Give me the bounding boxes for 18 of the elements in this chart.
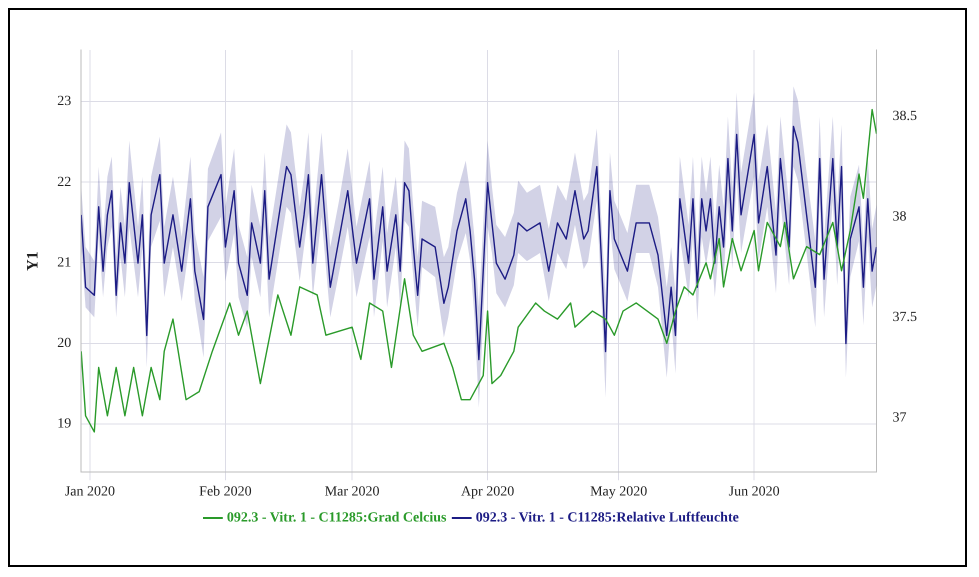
y2-tick-label: 37.5: [892, 310, 917, 326]
legend-label: 092.3 - Vitr. 1 - C11285:Grad Celcius: [226, 510, 448, 526]
y2-tick-label: 38: [892, 210, 906, 225]
x-tick-label: Jan 2020: [64, 484, 116, 500]
y-tick-label: 19: [57, 416, 72, 432]
legend-label: 092.3 - Vitr. 1 - C11285:Relative Luftfeuchte: [476, 510, 739, 526]
y-axis-title: Y1: [24, 251, 42, 271]
y-tick-label: 20: [57, 336, 72, 351]
x-tick-label: May 2020: [590, 484, 648, 500]
x-tick-label: Feb 2020: [199, 484, 252, 500]
y2-tick-label: 37: [892, 410, 906, 426]
x-tick-label: Jun 2020: [728, 484, 780, 500]
x-tick-label: Apr 2020: [460, 484, 514, 500]
x-tick-label: Mar 2020: [324, 484, 380, 500]
y-tick-label: 22: [57, 174, 72, 190]
y-tick-label: 21: [57, 255, 72, 270]
y2-tick-label: 38.5: [892, 109, 917, 124]
y-tick-label: 23: [57, 94, 72, 110]
